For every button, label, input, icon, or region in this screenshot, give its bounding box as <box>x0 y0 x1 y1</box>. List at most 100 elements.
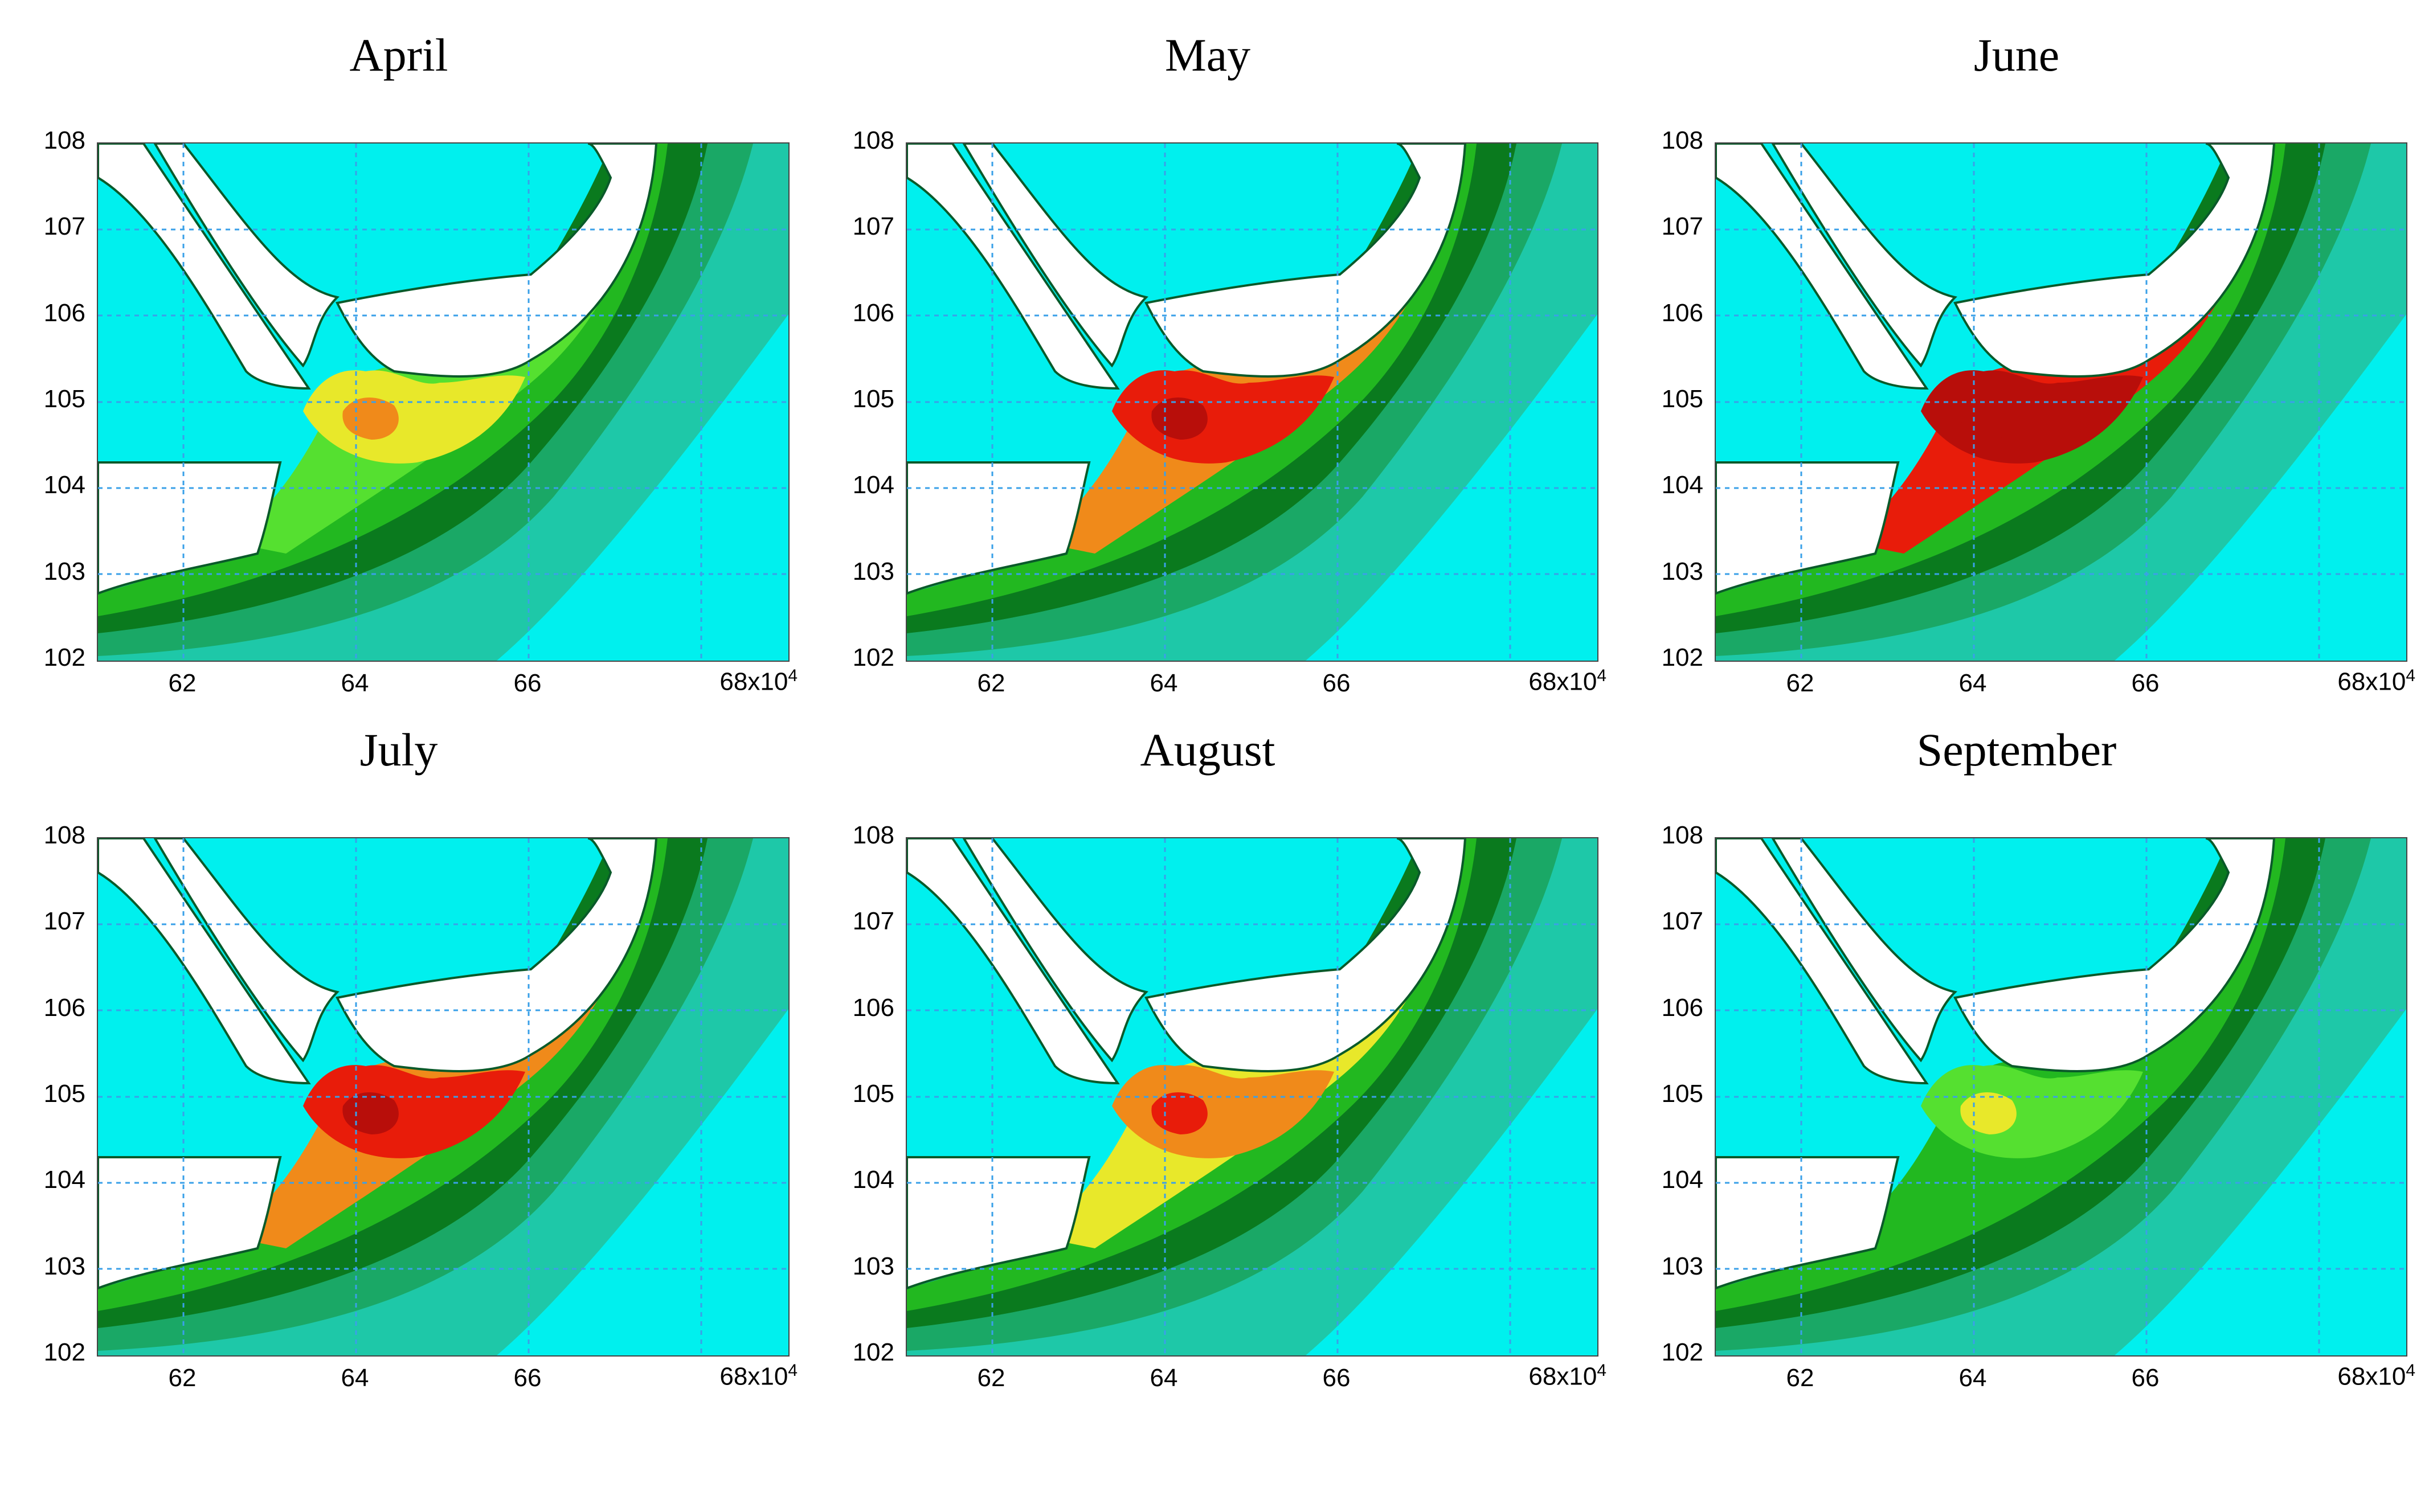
graticule <box>1716 838 2406 1355</box>
y-tick-label: 102 <box>852 1338 894 1366</box>
land-west <box>98 838 311 1085</box>
map-panel-september: September December 108 107 106 105 104 1… <box>1618 695 2415 1392</box>
contour-map <box>906 142 1598 662</box>
x-mult-exp: 4 <box>788 666 798 685</box>
graticule <box>907 838 1597 1355</box>
x-tick-label: 62 <box>168 1364 197 1392</box>
land-west <box>1716 144 1929 390</box>
peninsula-spit <box>962 144 1148 368</box>
plume-inner <box>1847 144 2263 554</box>
x-axis-multiplier: 68x104 <box>1528 666 1606 696</box>
peninsula-spit <box>962 838 1148 1063</box>
plume-inner <box>1847 838 2263 1248</box>
x-axis-multiplier: 68x104 <box>2337 666 2415 696</box>
y-tick-label: 105 <box>1661 1079 1703 1108</box>
bay-land <box>336 838 658 1072</box>
x-tick-label: 66 <box>2131 669 2160 697</box>
contour-map <box>97 837 790 1357</box>
x-axis-multiplier: 68x104 <box>1528 1361 1606 1391</box>
map-panel-june: June 108 107 106 105 104 103 102 <box>1618 0 2415 697</box>
y-tick-label: 104 <box>852 1166 894 1194</box>
contour-map-svg <box>1716 144 2406 661</box>
x-mult-exp: 4 <box>2406 666 2415 685</box>
land-southwest <box>1716 1156 1900 1290</box>
x-mult-base: x10 <box>1556 1362 1597 1391</box>
land-southwest <box>907 461 1091 595</box>
hotspot-core <box>303 1065 525 1158</box>
plume-inner <box>229 144 645 554</box>
y-tick-label: 102 <box>1661 643 1703 671</box>
x-axis-multiplier: 68x104 <box>719 1361 798 1391</box>
x-mult-base: x10 <box>747 667 788 696</box>
hotspot-core <box>303 370 525 464</box>
peninsula-spit <box>153 838 340 1063</box>
x-tick-label: 64 <box>341 1364 369 1392</box>
month-title: August <box>1140 724 1275 776</box>
graticule <box>1716 144 2406 661</box>
plume-inner <box>229 838 645 1248</box>
bay-land <box>1144 838 1467 1072</box>
bay-land <box>336 144 658 378</box>
map-panel-august: August November 108 107 106 105 104 103 … <box>809 695 1606 1392</box>
y-tick-label: 102 <box>43 643 85 671</box>
y-tick-label: 105 <box>43 384 85 413</box>
bay-land <box>1953 144 2276 378</box>
land-west <box>907 838 1120 1085</box>
x-mult-base: x10 <box>2365 1362 2406 1391</box>
y-tick-label: 107 <box>852 907 894 936</box>
hotspot-core <box>1112 1065 1334 1158</box>
y-tick-label: 107 <box>1661 907 1703 936</box>
contour-map <box>97 142 790 662</box>
graticule <box>98 838 788 1355</box>
land-west <box>1716 838 1929 1085</box>
y-tick-label: 105 <box>852 1079 894 1108</box>
x-mult-exp: 4 <box>788 1361 798 1380</box>
x-tick-label: 62 <box>1786 1364 1814 1392</box>
peninsula-spit <box>153 144 340 368</box>
hotspot-core <box>1921 370 2143 464</box>
y-tick-label: 105 <box>1661 384 1703 413</box>
y-tick-label: 105 <box>43 1079 85 1108</box>
y-tick-label: 103 <box>852 1252 894 1280</box>
land-southwest <box>98 461 282 595</box>
x-tick-label: 64 <box>1958 1364 1987 1392</box>
x-tick-label: 66 <box>513 1364 542 1392</box>
peninsula-spit <box>1771 144 1957 368</box>
land-west <box>907 144 1120 390</box>
y-tick-label: 104 <box>1661 471 1703 499</box>
y-tick-label: 108 <box>852 126 894 154</box>
contour-map-svg <box>98 838 788 1355</box>
plume-mid <box>98 144 668 616</box>
contour-map-svg <box>1716 838 2406 1355</box>
month-title: September <box>1916 724 2117 776</box>
x-mult-exp: 4 <box>1597 666 1606 685</box>
bay-land <box>1144 144 1467 378</box>
contour-map <box>906 837 1598 1357</box>
x-tick-label: 62 <box>977 1364 1005 1392</box>
x-last-tick: 68 <box>1528 1362 1557 1391</box>
x-axis-multiplier: 68x104 <box>2337 1361 2415 1391</box>
hotspot-core <box>1112 370 1334 464</box>
y-tick-label: 103 <box>852 557 894 585</box>
land-west <box>98 144 311 390</box>
y-tick-label: 103 <box>43 1252 85 1280</box>
x-last-tick: 68 <box>2337 1362 2366 1391</box>
map-panel-april: April 108 107 106 105 104 103 102 <box>0 0 798 697</box>
x-tick-label: 62 <box>1786 669 1814 697</box>
x-tick-label: 66 <box>2131 1364 2160 1392</box>
y-tick-label: 104 <box>43 471 85 499</box>
y-tick-label: 106 <box>43 298 85 327</box>
y-tick-label: 106 <box>852 993 894 1022</box>
plume-mid <box>1716 838 2285 1311</box>
land-southwest <box>98 1156 282 1290</box>
y-tick-label: 108 <box>852 821 894 849</box>
x-last-tick: 68 <box>1528 667 1557 696</box>
x-axis-multiplier: 68x104 <box>719 666 798 696</box>
y-tick-label: 106 <box>1661 298 1703 327</box>
map-panel-may: May 108 107 106 105 104 103 102 <box>809 0 1606 697</box>
y-tick-label: 108 <box>1661 821 1703 849</box>
y-tick-label: 108 <box>43 821 85 849</box>
y-tick-label: 106 <box>1661 993 1703 1022</box>
y-tick-label: 107 <box>43 212 85 241</box>
plume-mid <box>907 144 1477 616</box>
